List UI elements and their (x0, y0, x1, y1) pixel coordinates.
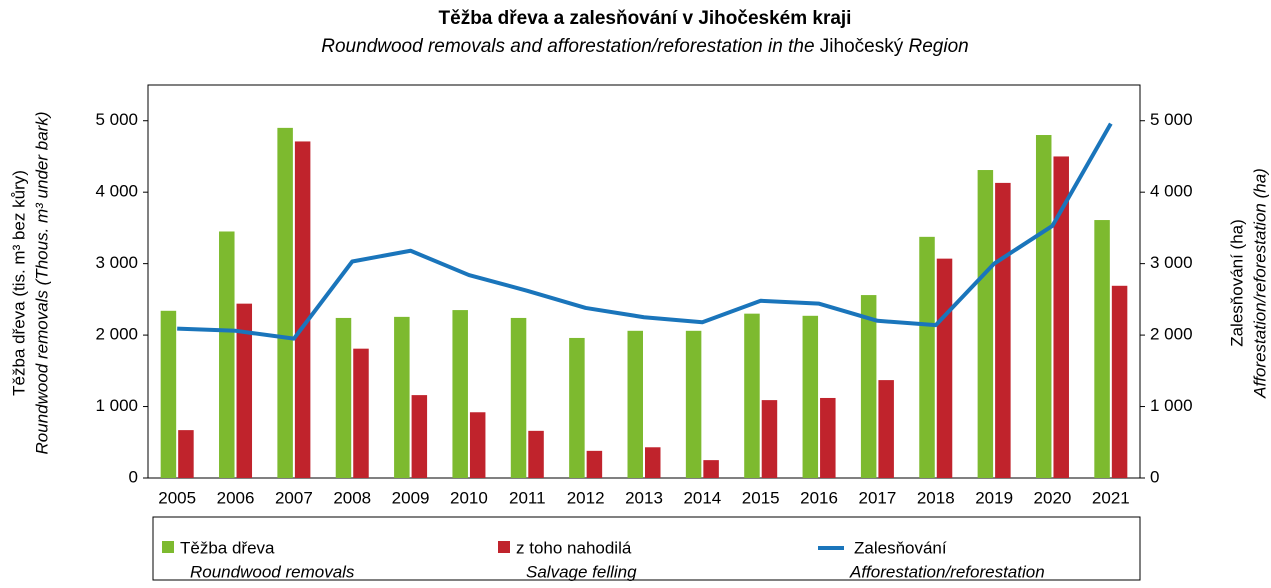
x-tick-label: 2012 (567, 488, 605, 507)
y-tick-label: 5 000 (95, 110, 138, 129)
bar (335, 317, 352, 478)
bar (685, 330, 702, 478)
y2-tick-label: 3 000 (1150, 253, 1193, 272)
legend-label: Zalesňování (854, 538, 947, 557)
bar (860, 295, 877, 478)
bar (744, 313, 760, 478)
bar (1053, 156, 1069, 479)
y2-tick-label: 5 000 (1150, 110, 1193, 129)
bar (394, 316, 410, 478)
legend-label: z toho nahodilá (516, 538, 632, 557)
bar (820, 397, 836, 478)
legend-label-en: Salvage felling (526, 562, 637, 581)
bar (878, 380, 894, 478)
x-tick-label: 2009 (392, 488, 430, 507)
legend-label-en: Afforestation/reforestation (849, 562, 1045, 581)
bar (219, 231, 235, 478)
bar (510, 317, 527, 478)
y-label: Těžba dřeva (tis. m³ bez kůry) (9, 170, 28, 396)
subtitle-part: Roundwood removals and afforestation/ref… (321, 36, 814, 57)
bar (936, 258, 953, 478)
bar (1094, 220, 1110, 479)
x-tick-label: 2016 (800, 488, 838, 507)
y-label: Roundwood removals (Thous. m³ under bark… (32, 112, 51, 455)
bar (919, 236, 935, 478)
legend-swatch (162, 541, 174, 553)
bar (528, 430, 544, 478)
legend-swatch (498, 541, 510, 553)
x-tick-label: 2021 (1092, 488, 1130, 507)
y-tick-label: 3 000 (95, 253, 138, 272)
subtitle-part: Region (909, 36, 969, 57)
legend-box (152, 516, 1141, 581)
y-tick-label: 4 000 (95, 182, 138, 201)
y2-label: Zalesňování (ha) (1227, 219, 1246, 347)
x-tick-label: 2007 (275, 488, 313, 507)
bar (277, 127, 293, 478)
x-tick-label: 2014 (683, 488, 721, 507)
y-tick-label: 0 (129, 467, 138, 486)
x-tick-label: 2008 (333, 488, 371, 507)
bar (452, 310, 468, 478)
x-tick-label: 2011 (509, 488, 546, 507)
bar (569, 337, 585, 478)
chart-title: Těžba dřeva a zalesňování v Jihočeském k… (439, 8, 852, 29)
legend-label-en: Roundwood removals (190, 562, 355, 581)
y-tick-label: 2 000 (95, 325, 138, 344)
bar (645, 447, 661, 478)
bar (703, 460, 719, 478)
bar (469, 412, 486, 478)
x-tick-label: 2020 (1034, 488, 1072, 507)
bar (977, 170, 994, 478)
line (177, 122, 1113, 341)
bar (1035, 135, 1052, 478)
bar (178, 430, 194, 478)
bar (586, 450, 603, 478)
x-tick-label: 2006 (217, 488, 255, 507)
x-tick-label: 2005 (158, 488, 196, 507)
x-tick-label: 2018 (917, 488, 955, 507)
bar (627, 330, 643, 478)
chart-subtitle: Roundwood removals and afforestation/ref… (321, 36, 968, 57)
y2-tick-label: 2 000 (1150, 325, 1193, 344)
legend-label: Těžba dřeva (180, 538, 275, 557)
subtitle-part: Jihočeský (820, 36, 904, 57)
bar (802, 315, 819, 478)
y2-tick-label: 1 000 (1150, 396, 1193, 415)
x-tick-label: 2010 (450, 488, 488, 507)
y2-label: Afforestation/reforestation (ha) (1250, 168, 1269, 399)
bar (160, 310, 177, 478)
x-tick-label: 2019 (975, 488, 1013, 507)
bar (294, 141, 311, 478)
bar (411, 395, 428, 478)
y2-tick-label: 4 000 (1150, 182, 1193, 201)
bar (995, 182, 1011, 478)
bar (1111, 285, 1128, 478)
bar (353, 348, 369, 478)
bar (236, 303, 253, 478)
bar (761, 400, 778, 478)
y2-tick-label: 0 (1150, 467, 1159, 486)
plot-frame (147, 84, 1141, 479)
x-tick-label: 2015 (742, 488, 780, 507)
y-tick-label: 1 000 (95, 396, 138, 415)
x-tick-label: 2017 (858, 488, 896, 507)
x-tick-label: 2013 (625, 488, 663, 507)
